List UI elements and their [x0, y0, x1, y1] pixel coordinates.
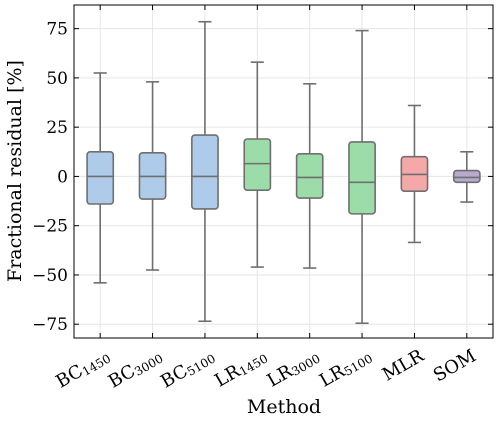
x-tick-label-group: SOM — [430, 345, 480, 386]
x-tick-label-group: MLR — [379, 345, 428, 385]
box-5 — [295, 83, 324, 269]
box-8 — [452, 150, 481, 203]
x-tick-label: MLR — [379, 345, 428, 385]
box-1 — [86, 72, 115, 284]
x-tick-label-group: BC5100 — [157, 345, 218, 392]
y-tick-label: −75 — [32, 315, 68, 335]
box-7 — [400, 104, 429, 244]
interquartile-box — [295, 152, 324, 199]
x-tick-label-group: LR1450 — [211, 345, 270, 391]
x-tick-label: LR3000 — [264, 345, 323, 391]
y-tick-label: −50 — [32, 266, 68, 286]
box-2 — [138, 81, 167, 271]
x-tick-label-subscript: 5100 — [342, 351, 375, 378]
interquartile-box — [243, 138, 272, 192]
x-tick-label: BC3000 — [105, 345, 166, 392]
interquartile-box — [348, 141, 376, 215]
y-tick-label: −25 — [32, 217, 68, 237]
x-tick-label-group: LR5100 — [316, 345, 375, 391]
x-axis-label: Method — [247, 396, 321, 418]
interquartile-box — [191, 134, 219, 210]
box-4 — [243, 61, 272, 268]
x-tick-label-main: SOM — [430, 345, 480, 386]
x-tick-label: SOM — [430, 345, 480, 386]
x-tick-label: BC1450 — [52, 345, 113, 392]
y-tick-label: 0 — [57, 167, 68, 187]
interquartile-box — [452, 169, 481, 184]
x-tick-label: LR5100 — [316, 345, 375, 391]
y-axis-label: Fractional residual [%] — [4, 60, 26, 282]
box-3 — [191, 20, 219, 323]
x-tick-label: BC5100 — [157, 345, 218, 392]
plot-frame — [73, 4, 494, 339]
x-tick-label-main: MLR — [379, 345, 428, 385]
x-tick-label-group: BC1450 — [52, 345, 113, 392]
y-tick-label: 50 — [46, 69, 68, 89]
y-tick-label: 75 — [46, 20, 68, 40]
x-tick-label: LR1450 — [211, 345, 270, 391]
y-axis: −75 −50 −25 0 25 50 75 — [32, 20, 493, 335]
box-6 — [348, 29, 376, 325]
x-tick-label-group: BC3000 — [105, 345, 166, 392]
y-tick-label: 25 — [46, 118, 68, 138]
interquartile-box — [86, 150, 115, 205]
x-tick-label-group: LR3000 — [264, 345, 323, 391]
box-series — [86, 20, 481, 325]
grid-lines — [74, 5, 493, 338]
